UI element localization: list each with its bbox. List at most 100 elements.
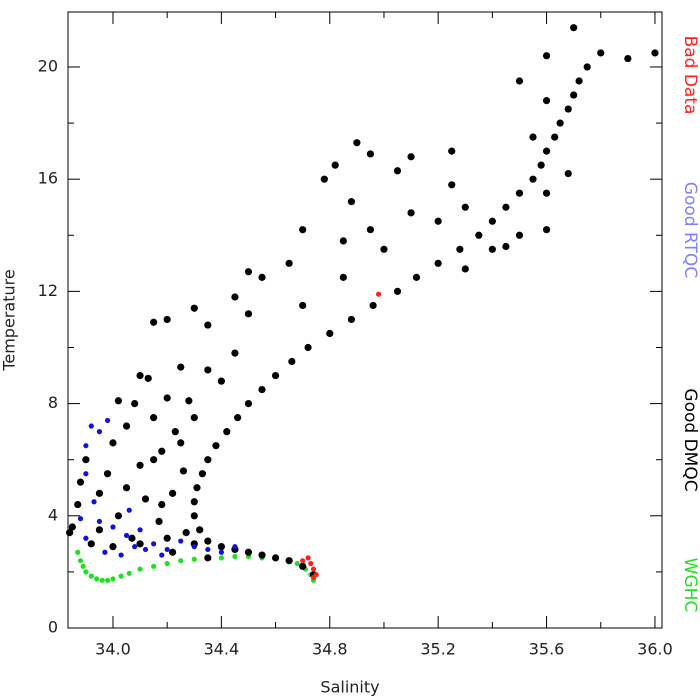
data-point xyxy=(88,573,94,579)
y-tick-label: 4 xyxy=(48,505,58,524)
y-axis-title: Temperature xyxy=(0,269,19,371)
data-point xyxy=(488,245,496,253)
data-point xyxy=(96,518,103,525)
data-point xyxy=(407,153,415,161)
x-tick-label: 35.2 xyxy=(420,640,456,659)
data-point xyxy=(159,552,165,558)
data-point xyxy=(190,414,198,422)
data-point xyxy=(347,315,356,324)
data-point xyxy=(164,546,170,553)
data-point xyxy=(169,548,177,556)
data-point xyxy=(299,562,307,570)
data-point xyxy=(542,189,551,197)
data-point xyxy=(191,556,197,562)
data-point xyxy=(94,576,100,582)
data-point xyxy=(132,544,138,550)
data-point xyxy=(300,558,306,564)
data-point xyxy=(102,549,108,555)
data-point xyxy=(542,226,551,234)
data-point xyxy=(353,139,361,147)
data-point xyxy=(502,203,510,211)
data-point xyxy=(299,226,307,234)
legend-label: Bad Data xyxy=(680,36,700,115)
data-point xyxy=(393,167,402,175)
data-point xyxy=(83,471,89,477)
legend-label: Good RTQC xyxy=(680,182,700,278)
y-tick-label: 16 xyxy=(38,169,58,188)
data-point xyxy=(163,534,171,542)
data-point xyxy=(88,423,94,429)
data-point xyxy=(137,527,143,533)
data-point xyxy=(91,499,97,505)
data-point xyxy=(529,133,537,141)
data-point xyxy=(366,150,375,158)
data-point xyxy=(204,321,212,329)
data-point xyxy=(234,414,242,422)
data-point xyxy=(380,245,388,253)
data-point xyxy=(155,517,163,526)
data-point xyxy=(109,439,117,447)
data-point xyxy=(163,394,171,402)
data-point xyxy=(74,500,82,509)
data-point xyxy=(285,557,293,565)
data-point xyxy=(326,329,334,338)
data-point xyxy=(310,574,317,581)
data-point xyxy=(205,546,211,553)
data-point xyxy=(151,541,157,547)
data-point xyxy=(177,363,185,371)
data-point xyxy=(542,52,551,60)
data-point xyxy=(142,546,149,553)
data-point xyxy=(68,523,76,531)
data-point xyxy=(75,549,81,555)
data-point xyxy=(126,570,132,576)
data-point xyxy=(244,548,253,556)
data-point xyxy=(182,529,190,537)
data-point xyxy=(151,563,157,569)
data-point xyxy=(244,268,253,276)
data-point xyxy=(456,245,464,253)
plot-frame xyxy=(67,11,663,629)
data-point xyxy=(320,175,328,183)
data-point xyxy=(177,439,185,447)
data-point xyxy=(104,577,111,583)
data-point xyxy=(570,24,578,32)
data-point xyxy=(109,543,117,551)
data-point xyxy=(564,169,572,178)
data-point xyxy=(190,498,198,506)
data-point xyxy=(407,209,415,217)
data-point xyxy=(150,456,158,464)
data-point xyxy=(83,443,89,449)
data-point xyxy=(461,203,469,211)
data-point xyxy=(80,563,86,569)
data-point xyxy=(190,304,198,312)
data-point xyxy=(542,97,551,105)
data-point xyxy=(502,242,510,251)
data-point xyxy=(271,371,280,380)
data-point xyxy=(244,399,253,408)
data-point xyxy=(82,456,90,464)
data-point xyxy=(83,535,89,541)
data-point xyxy=(258,551,266,559)
data-point xyxy=(190,512,198,520)
data-point xyxy=(171,428,179,436)
data-point xyxy=(198,470,207,478)
data-point xyxy=(347,198,356,206)
data-point xyxy=(95,489,104,497)
data-point xyxy=(179,467,188,475)
data-point xyxy=(122,422,131,430)
data-point xyxy=(164,560,170,567)
data-point xyxy=(137,566,143,572)
data-point xyxy=(163,315,171,324)
data-point xyxy=(218,549,224,555)
data-point xyxy=(412,273,421,281)
x-tick-label: 34.4 xyxy=(204,640,240,659)
data-point xyxy=(305,555,311,561)
data-point xyxy=(212,442,220,450)
data-point xyxy=(369,301,377,310)
data-point xyxy=(136,371,144,380)
data-point xyxy=(217,543,225,551)
data-point xyxy=(232,553,238,560)
data-point xyxy=(651,49,659,57)
data-point xyxy=(515,189,524,197)
data-point xyxy=(193,484,201,492)
